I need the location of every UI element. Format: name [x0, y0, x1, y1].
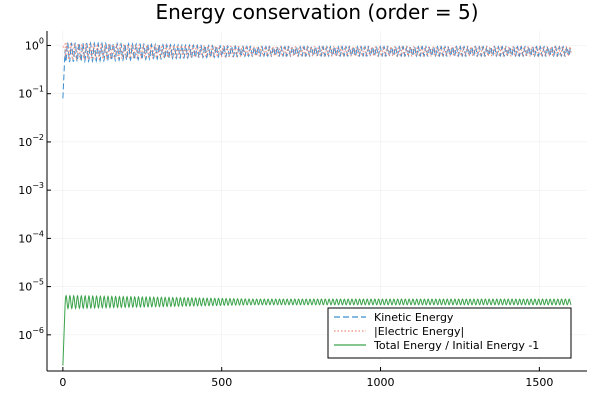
y-tick-base: 10 — [18, 184, 32, 197]
series-line-2 — [62, 42, 572, 61]
y-tick-base: 10 — [18, 329, 32, 342]
series-line-3 — [62, 294, 572, 366]
y-tick-label: 10−1 — [18, 85, 44, 101]
y-tick-base: 10 — [18, 281, 32, 294]
y-tick-label: 10−6 — [18, 326, 44, 342]
y-tick-label: 10−5 — [18, 278, 44, 294]
y-tick-base: 10 — [18, 88, 32, 101]
grid-lines — [47, 31, 587, 371]
y-tick-exponent: 0 — [39, 36, 44, 45]
y-tick-exponent: −3 — [32, 181, 44, 190]
axes — [46, 31, 587, 372]
series-line-1 — [62, 41, 572, 99]
legend-box — [327, 307, 572, 359]
y-tick-base: 10 — [18, 232, 32, 245]
legend-label: |Electric Energy| — [374, 325, 464, 338]
x-tick-label: 1000 — [367, 376, 395, 389]
legend-label: Total Energy / Initial Energy -1 — [373, 339, 539, 352]
legend-label: Kinetic Energy — [374, 311, 454, 324]
chart-title: Energy conservation (order = 5) — [155, 0, 478, 24]
x-tick-label: 1500 — [525, 376, 553, 389]
y-tick-label: 10−2 — [18, 133, 44, 149]
y-tick-base: 10 — [18, 136, 32, 149]
y-tick-base: 10 — [25, 39, 39, 52]
y-tick-exponent: −1 — [32, 85, 44, 94]
y-tick-label: 10−4 — [18, 229, 44, 245]
y-tick-exponent: −4 — [32, 229, 44, 238]
x-tick-label: 0 — [59, 376, 66, 389]
y-tick-exponent: −5 — [32, 278, 44, 287]
x-tick-label: 500 — [211, 376, 232, 389]
y-tick-exponent: −6 — [32, 326, 44, 335]
series-lines — [62, 41, 572, 366]
y-tick-label: 100 — [25, 36, 44, 52]
y-tick-exponent: −2 — [32, 133, 44, 142]
legend: Kinetic Energy|Electric Energy|Total Ene… — [327, 307, 572, 359]
y-tick-label: 10−3 — [18, 181, 44, 197]
